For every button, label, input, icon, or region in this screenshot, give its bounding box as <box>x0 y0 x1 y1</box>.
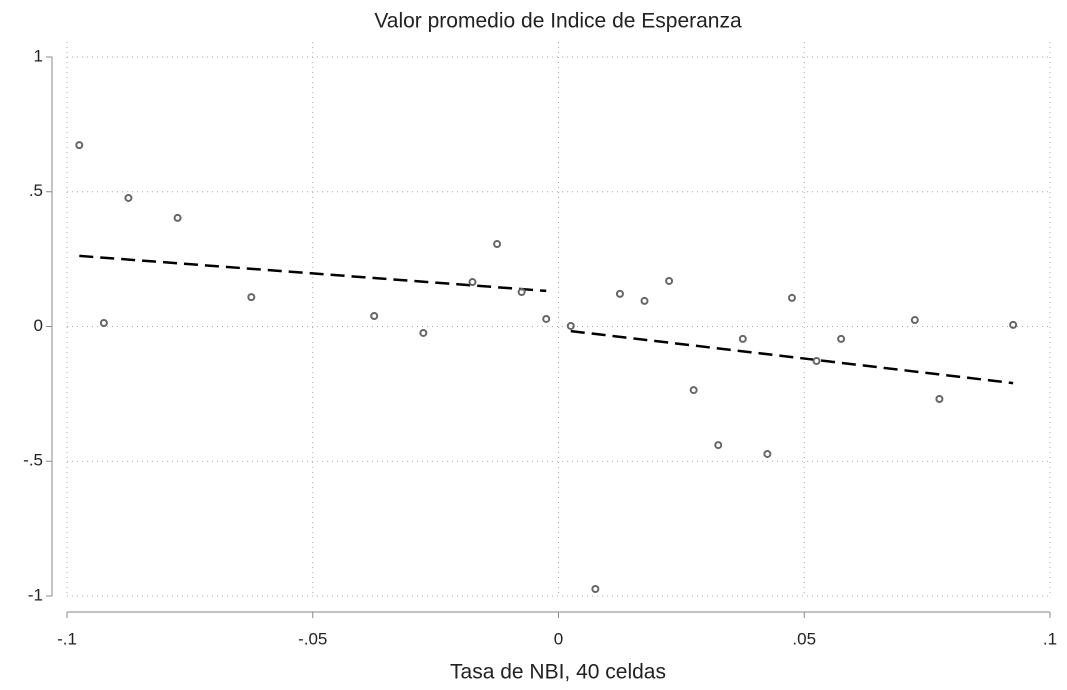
x-tick-label: -.05 <box>298 629 327 648</box>
point <box>910 316 919 325</box>
point <box>640 296 649 305</box>
x-tick-label: .05 <box>792 629 816 648</box>
point <box>493 240 502 249</box>
x-tick-label: -.1 <box>57 629 77 648</box>
x-axis-label: Tasa de NBI, 40 celdas <box>450 661 666 684</box>
y-tick-label: .5 <box>29 181 43 200</box>
point <box>665 276 674 285</box>
point <box>173 213 182 222</box>
point <box>787 293 796 302</box>
point <box>837 334 846 343</box>
y-tick-label: -1 <box>28 585 43 604</box>
point <box>714 441 723 450</box>
chart-title: Valor promedio de Indice de Esperanza <box>374 10 742 33</box>
x-tick-label: 0 <box>554 629 563 648</box>
point <box>566 321 575 330</box>
point <box>1009 320 1018 329</box>
y-tick-label: 0 <box>34 316 43 335</box>
fit-line <box>570 329 1014 385</box>
point <box>75 141 84 150</box>
point <box>419 328 428 337</box>
point <box>763 449 772 458</box>
point <box>542 314 551 323</box>
y-tick-label: 1 <box>34 46 43 65</box>
point <box>370 311 379 320</box>
x-tick-label: .1 <box>1043 629 1057 648</box>
point <box>615 289 624 298</box>
point <box>738 334 747 343</box>
point <box>591 584 600 593</box>
point <box>247 293 256 302</box>
y-tick-label: -.5 <box>23 451 43 470</box>
fit-line <box>79 254 547 293</box>
point <box>468 278 477 287</box>
point <box>517 288 526 297</box>
point <box>812 356 821 365</box>
point <box>935 394 944 403</box>
point <box>124 193 133 202</box>
point <box>99 318 108 327</box>
point <box>689 386 698 395</box>
